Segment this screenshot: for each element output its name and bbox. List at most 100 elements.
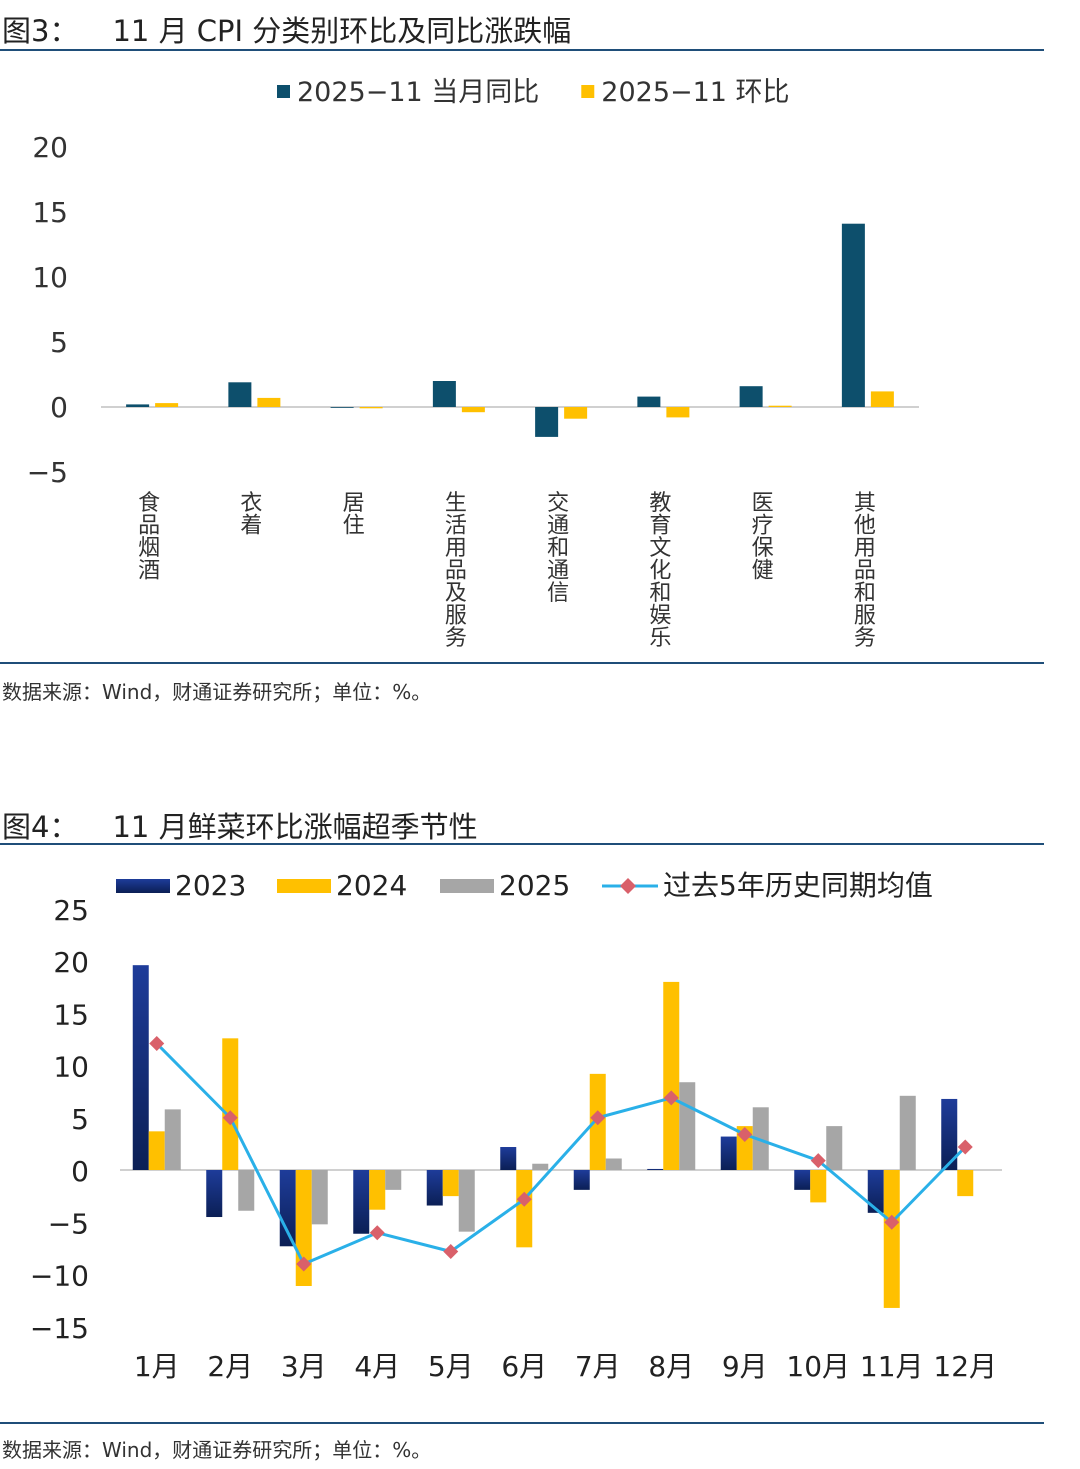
avg-marker-11 [884, 1214, 900, 1230]
y-tick-label: 15 [32, 196, 68, 229]
avg-marker-8 [663, 1090, 679, 1106]
bar-s2-4 [461, 407, 485, 413]
bar-s1-7 [739, 386, 763, 407]
bar-2023-5 [426, 1170, 443, 1206]
legend-label-1: 2025−11 当月同比 [297, 77, 539, 108]
bar-s2-1 [155, 403, 179, 407]
legend-swatch-1 [277, 85, 290, 98]
bar-s1-2 [228, 382, 252, 407]
bar-2024-4 [369, 1170, 386, 1210]
figure4-chart: 2023 2024 2025 过去5年历史同期均值−15−10−50510152025… [30, 869, 1002, 1383]
bar-2023-10 [794, 1170, 811, 1190]
bar-s2-5 [564, 407, 588, 419]
bar-2025-11 [899, 1095, 916, 1170]
avg-marker-4 [369, 1225, 385, 1241]
bar-2025-2 [238, 1170, 255, 1211]
legend-swatch-3 [440, 879, 494, 893]
avg-marker-5 [443, 1244, 459, 1260]
bar-2025-10 [826, 1126, 843, 1170]
bar-2023-1 [132, 965, 149, 1170]
y-tick-label: 10 [53, 1051, 89, 1084]
category-label-10: 10月 [786, 1350, 850, 1383]
bar-2024-11 [883, 1170, 900, 1308]
bar-2023-7 [573, 1170, 590, 1190]
bar-2023-6 [500, 1147, 517, 1170]
figure3-bottom-rule [0, 662, 1044, 664]
bar-s2-3 [359, 407, 383, 409]
bar-s1-5 [535, 407, 559, 437]
category-label-9: 9月 [722, 1350, 768, 1383]
bar-2025-6 [532, 1163, 549, 1170]
bar-2025-4 [385, 1170, 402, 1190]
y-tick-label: 0 [50, 391, 68, 424]
category-label-1: 食品烟酒 [138, 491, 160, 584]
figure4-title-label: 图4： [2, 810, 79, 844]
y-tick-label: 5 [71, 1103, 89, 1136]
category-label-2: 2月 [207, 1350, 253, 1383]
category-label-8: 其他用品和服务 [854, 491, 876, 651]
avg-marker-9 [737, 1126, 753, 1142]
y-tick-label: −15 [30, 1312, 89, 1345]
figure4-title-text: 11 月鲜菜环比涨幅超季节性 [112, 810, 478, 844]
legend-diamond-marker [620, 878, 636, 894]
legend-label-2: 2024 [336, 869, 407, 902]
bar-2025-5 [458, 1170, 475, 1232]
bar-s1-8 [841, 223, 865, 407]
avg-marker-7 [590, 1110, 606, 1126]
legend-label-1: 2023 [175, 869, 246, 902]
legend-swatch-2 [277, 879, 331, 893]
figure4-top-rule [0, 843, 1044, 845]
bar-2024-8 [663, 981, 680, 1170]
legend-swatch-1 [116, 879, 170, 893]
y-tick-label: 5 [50, 326, 68, 359]
legend-label-2: 2025−11 环比 [601, 77, 789, 108]
bar-2024-1 [148, 1131, 165, 1170]
category-label-3: 3月 [281, 1350, 327, 1383]
category-label-6: 6月 [501, 1350, 547, 1383]
category-label-4: 生活用品及服务 [445, 491, 467, 651]
legend-label-4: 过去5年历史同期均值 [663, 869, 933, 902]
legend-label-3: 2025 [499, 869, 570, 902]
bar-s1-6 [637, 396, 661, 407]
category-label-1: 1月 [134, 1350, 180, 1383]
category-label-5: 5月 [428, 1350, 474, 1383]
avg-marker-10 [810, 1153, 826, 1169]
figure3-title-label: 图3： [2, 14, 79, 48]
figure3-top-rule [0, 49, 1044, 51]
bar-2025-7 [605, 1158, 622, 1170]
bar-2023-11 [867, 1170, 884, 1213]
bar-s1-3 [330, 407, 354, 408]
figure4-title: 图4： 11 月鲜菜环比涨幅超季节性 [2, 804, 478, 846]
bar-2025-8 [679, 1082, 696, 1170]
category-label-5: 交通和通信 [547, 491, 569, 606]
category-label-8: 8月 [648, 1350, 694, 1383]
avg-line [155, 1042, 967, 1266]
y-tick-label: 0 [71, 1155, 89, 1188]
figure4-bottom-rule [0, 1422, 1044, 1424]
y-tick-label: −5 [27, 456, 68, 489]
y-tick-label: −5 [48, 1207, 89, 1240]
bar-s2-2 [257, 397, 281, 407]
avg-marker-6 [516, 1191, 532, 1207]
y-tick-label: 25 [53, 894, 89, 927]
y-tick-label: −10 [30, 1260, 89, 1293]
bar-2023-4 [353, 1170, 370, 1234]
category-label-4: 4月 [354, 1350, 400, 1383]
bar-2025-3 [311, 1170, 328, 1225]
category-label-7: 医疗保健 [752, 491, 774, 584]
bar-s1-4 [432, 381, 456, 407]
avg-marker-2 [222, 1110, 238, 1126]
figure3-title: 图3： 11 月 CPI 分类别环比及同比涨跌幅 [2, 8, 571, 50]
category-label-7: 7月 [575, 1350, 621, 1383]
bar-s1-1 [126, 404, 150, 407]
category-label-3: 居住 [343, 491, 365, 539]
bar-2024-10 [810, 1170, 827, 1203]
figure3-source: 数据来源：Wind，财通证券研究所；单位：%。 [2, 680, 432, 704]
y-tick-label: 10 [32, 261, 68, 294]
figure3-title-text: 11 月 CPI 分类别环比及同比涨跌幅 [112, 14, 572, 48]
category-label-11: 11月 [860, 1350, 924, 1383]
category-label-12: 12月 [933, 1350, 997, 1383]
avg-marker-12 [957, 1139, 973, 1155]
y-tick-label: 20 [53, 946, 89, 979]
figure3-chart: 2025−11 当月同比 2025−11 环比 −5 0 5 10 15 20 食品烟酒 衣着 居住… [27, 77, 919, 651]
